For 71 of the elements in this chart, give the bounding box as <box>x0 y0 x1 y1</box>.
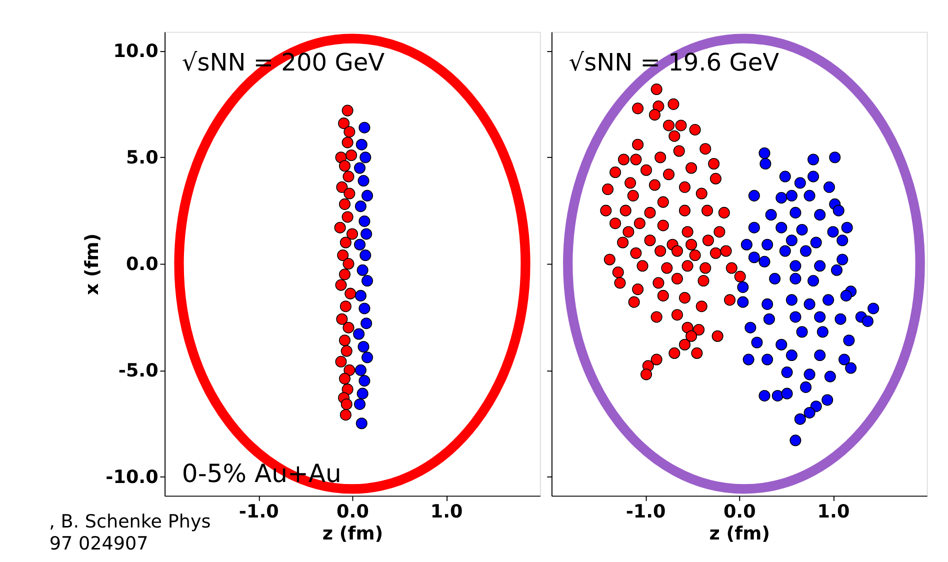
point <box>354 238 366 250</box>
point <box>340 236 352 248</box>
annotation: √sNN = 19.6 GeV <box>568 48 780 76</box>
point <box>338 118 350 130</box>
point <box>342 211 354 223</box>
point <box>362 275 374 287</box>
text: , B. Schenke Phys <box>49 511 211 532</box>
point <box>338 160 351 172</box>
point <box>342 136 354 148</box>
x-tick-label: 0.0 <box>336 501 369 522</box>
point <box>353 328 365 340</box>
point <box>354 290 366 302</box>
point <box>344 364 356 376</box>
text: 97 024907 <box>49 534 148 555</box>
x-tick-label: 1.0 <box>430 501 463 522</box>
point <box>360 318 372 330</box>
point <box>334 222 346 234</box>
point <box>344 288 356 300</box>
y-axis-title: x (fm) <box>82 233 103 296</box>
y-tick-label: 0.0 <box>126 254 158 276</box>
point <box>340 345 352 357</box>
point <box>344 188 356 200</box>
x-axis-title: z (fm) <box>322 524 384 545</box>
point <box>338 372 351 384</box>
point <box>346 228 358 240</box>
point <box>335 279 347 291</box>
point <box>354 200 366 212</box>
point <box>337 250 349 262</box>
point <box>358 341 370 353</box>
point <box>360 152 372 164</box>
point <box>342 322 354 334</box>
point <box>362 190 374 202</box>
x-tick-label: 1.0 <box>817 501 850 522</box>
point <box>335 356 347 368</box>
point <box>340 409 352 421</box>
point <box>354 398 366 410</box>
point <box>360 250 372 262</box>
point <box>342 104 354 116</box>
point <box>344 126 356 138</box>
point <box>336 181 348 193</box>
point <box>342 384 354 396</box>
y-tick-label: 5.0 <box>126 148 158 169</box>
point <box>340 300 352 312</box>
point <box>342 258 354 270</box>
y-tick-label: 10.0 <box>113 41 158 62</box>
point <box>356 264 368 276</box>
point <box>340 398 352 410</box>
x-tick-label: -1.0 <box>238 501 279 522</box>
point <box>338 334 351 346</box>
point <box>346 149 358 161</box>
y-tick-label: -5.0 <box>118 360 158 382</box>
point <box>356 138 368 150</box>
point <box>354 162 366 174</box>
y-tick-label: -10.0 <box>106 466 158 488</box>
point <box>358 215 370 227</box>
point <box>336 313 348 325</box>
point <box>356 418 368 430</box>
point <box>358 302 370 314</box>
x-axis-title: z (fm) <box>709 524 770 545</box>
point <box>356 388 368 400</box>
point <box>358 175 370 187</box>
point <box>338 198 351 210</box>
x-tick-label: 0.0 <box>723 501 756 522</box>
point <box>338 268 351 280</box>
point <box>354 364 366 376</box>
point <box>362 352 374 364</box>
point <box>360 228 372 240</box>
x-tick-label: -1.0 <box>626 501 666 522</box>
point <box>358 122 370 134</box>
point <box>342 170 354 182</box>
point <box>358 375 370 387</box>
